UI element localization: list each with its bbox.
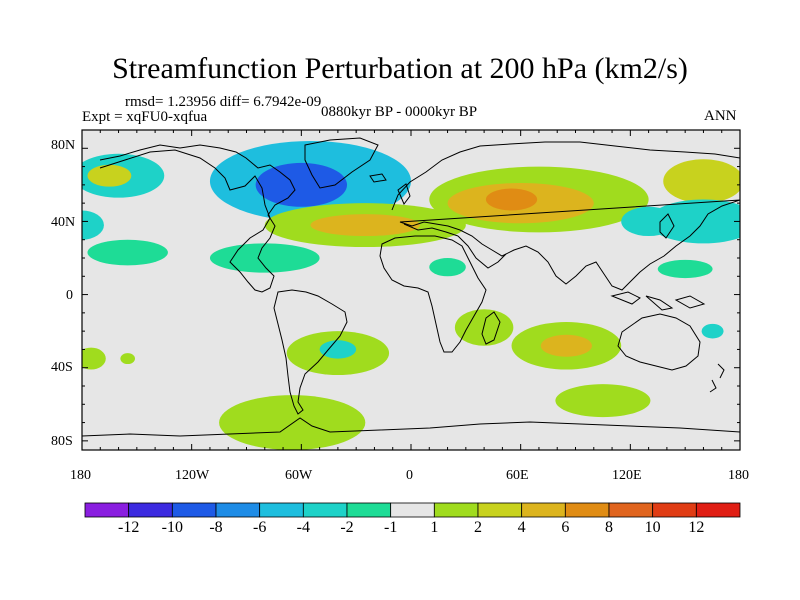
coast-maritime-continent (610, 291, 706, 311)
colorbar-swatch (521, 502, 566, 518)
anomaly-south-atlantic-core (319, 340, 357, 359)
colorbar-swatch (652, 502, 697, 518)
lat-tick-label-80n: 80N (51, 138, 76, 153)
colorbar-label: 10 (644, 519, 661, 536)
coast-africa (379, 235, 487, 353)
coast-greenland (304, 137, 379, 189)
lon-tick-label-120e: 120E (612, 468, 642, 483)
colorbar-label: 6 (561, 519, 570, 536)
season-label: ANN (704, 108, 737, 124)
anomaly-east-pacific-low (87, 239, 168, 266)
colorbar-label: 8 (605, 519, 613, 536)
colorbar-swatch (346, 502, 392, 518)
period-label: 0880kyr BP - 0000kyr BP (321, 104, 478, 120)
lon-tick-label-180w: 180 (70, 468, 91, 483)
colorbar-swatch (215, 502, 261, 518)
lat-tick-label-80s: 80S (51, 434, 73, 449)
colorbar-swatch (302, 502, 348, 518)
colorbar-swatch (128, 502, 173, 518)
anomaly-new-zealand-low (701, 323, 724, 339)
coast-japan (659, 213, 675, 239)
colorbar-swatch (433, 502, 479, 518)
coast-north-america (99, 144, 296, 293)
anomaly-south-pacific-small (120, 353, 136, 365)
colorbar-swatch (564, 502, 610, 518)
anomaly-west-atlantic-low (82, 210, 104, 240)
coast-eurasia (391, 141, 740, 291)
anomaly-west-pacific-low (621, 206, 677, 237)
anomaly-southern-ocean-high (219, 395, 366, 450)
anomaly-pacific-low (648, 199, 740, 244)
anomaly-east-siberia-high (663, 159, 740, 204)
lat-tick-label-0: 0 (66, 288, 73, 303)
colorbar-label: 4 (517, 519, 526, 536)
anomaly-southeast-pacific-high (82, 347, 106, 370)
coastlines (82, 137, 740, 437)
anomaly-south-indian-high (555, 384, 651, 418)
lon-tick-label-0: 0 (406, 468, 413, 483)
colorbar-swatch (695, 502, 741, 518)
anomaly-fields (82, 140, 740, 450)
lat-tick-label-40n: 40N (51, 215, 76, 230)
lat-tick-label-40s: 40S (51, 360, 73, 375)
colorbar-label: -4 (296, 519, 310, 536)
colorbar-label: -6 (252, 519, 267, 536)
coast-new-zealand (709, 363, 725, 393)
lon-tick-label-120w: 120W (175, 468, 210, 483)
anomaly-alaska-core (87, 164, 132, 187)
colorbar-swatch (390, 502, 435, 518)
colorbar-label: 1 (430, 519, 439, 536)
colorbar-label: -2 (340, 519, 354, 536)
colorbar-swatch (608, 502, 654, 518)
anomaly-greenland-core (255, 162, 348, 207)
colorbar-swatch (84, 502, 130, 518)
stats-text: rmsd= 1.23956 diff= 6.7942e-09 (125, 94, 322, 110)
map-panel (81, 129, 741, 451)
anomaly-eurasia-high-core (485, 188, 538, 211)
colorbar-swatch (477, 502, 523, 518)
anomaly-pacific-tropical-low (657, 259, 713, 279)
colorbar-swatch (171, 502, 217, 518)
coast-british-isles (369, 173, 411, 205)
colorbar-label: -1 (383, 519, 398, 536)
coast-south-america (273, 289, 348, 415)
lon-tick-label-60w: 60W (285, 468, 313, 483)
colorbar-swatch (259, 502, 304, 518)
anomaly-indian-ocean-core (540, 334, 592, 357)
chart-title: Streamfunction Perturbation at 200 hPa (… (112, 52, 688, 85)
coast-madagascar (481, 311, 501, 345)
coast-mediterranean (403, 223, 507, 269)
colorbar-label: 2 (474, 519, 482, 536)
colorbar (84, 502, 741, 518)
anomaly-atlantic-high-core (310, 214, 421, 237)
anomaly-caribbean-low (209, 243, 320, 273)
coast-australia (617, 313, 701, 371)
colorbar-label: -12 (117, 519, 140, 536)
axis-ticks (81, 129, 741, 450)
coast-antarctica (82, 417, 740, 437)
colorbar-label: -8 (209, 519, 223, 536)
colorbar-label: -10 (161, 519, 183, 536)
colorbar-label: 12 (688, 519, 705, 536)
lon-tick-label-180e: 180 (728, 468, 749, 483)
anomaly-north-africa-low (429, 258, 466, 277)
experiment-label: Expt = xqFU0-xqfua (82, 109, 208, 125)
lon-tick-label-60e: 60E (506, 468, 529, 483)
